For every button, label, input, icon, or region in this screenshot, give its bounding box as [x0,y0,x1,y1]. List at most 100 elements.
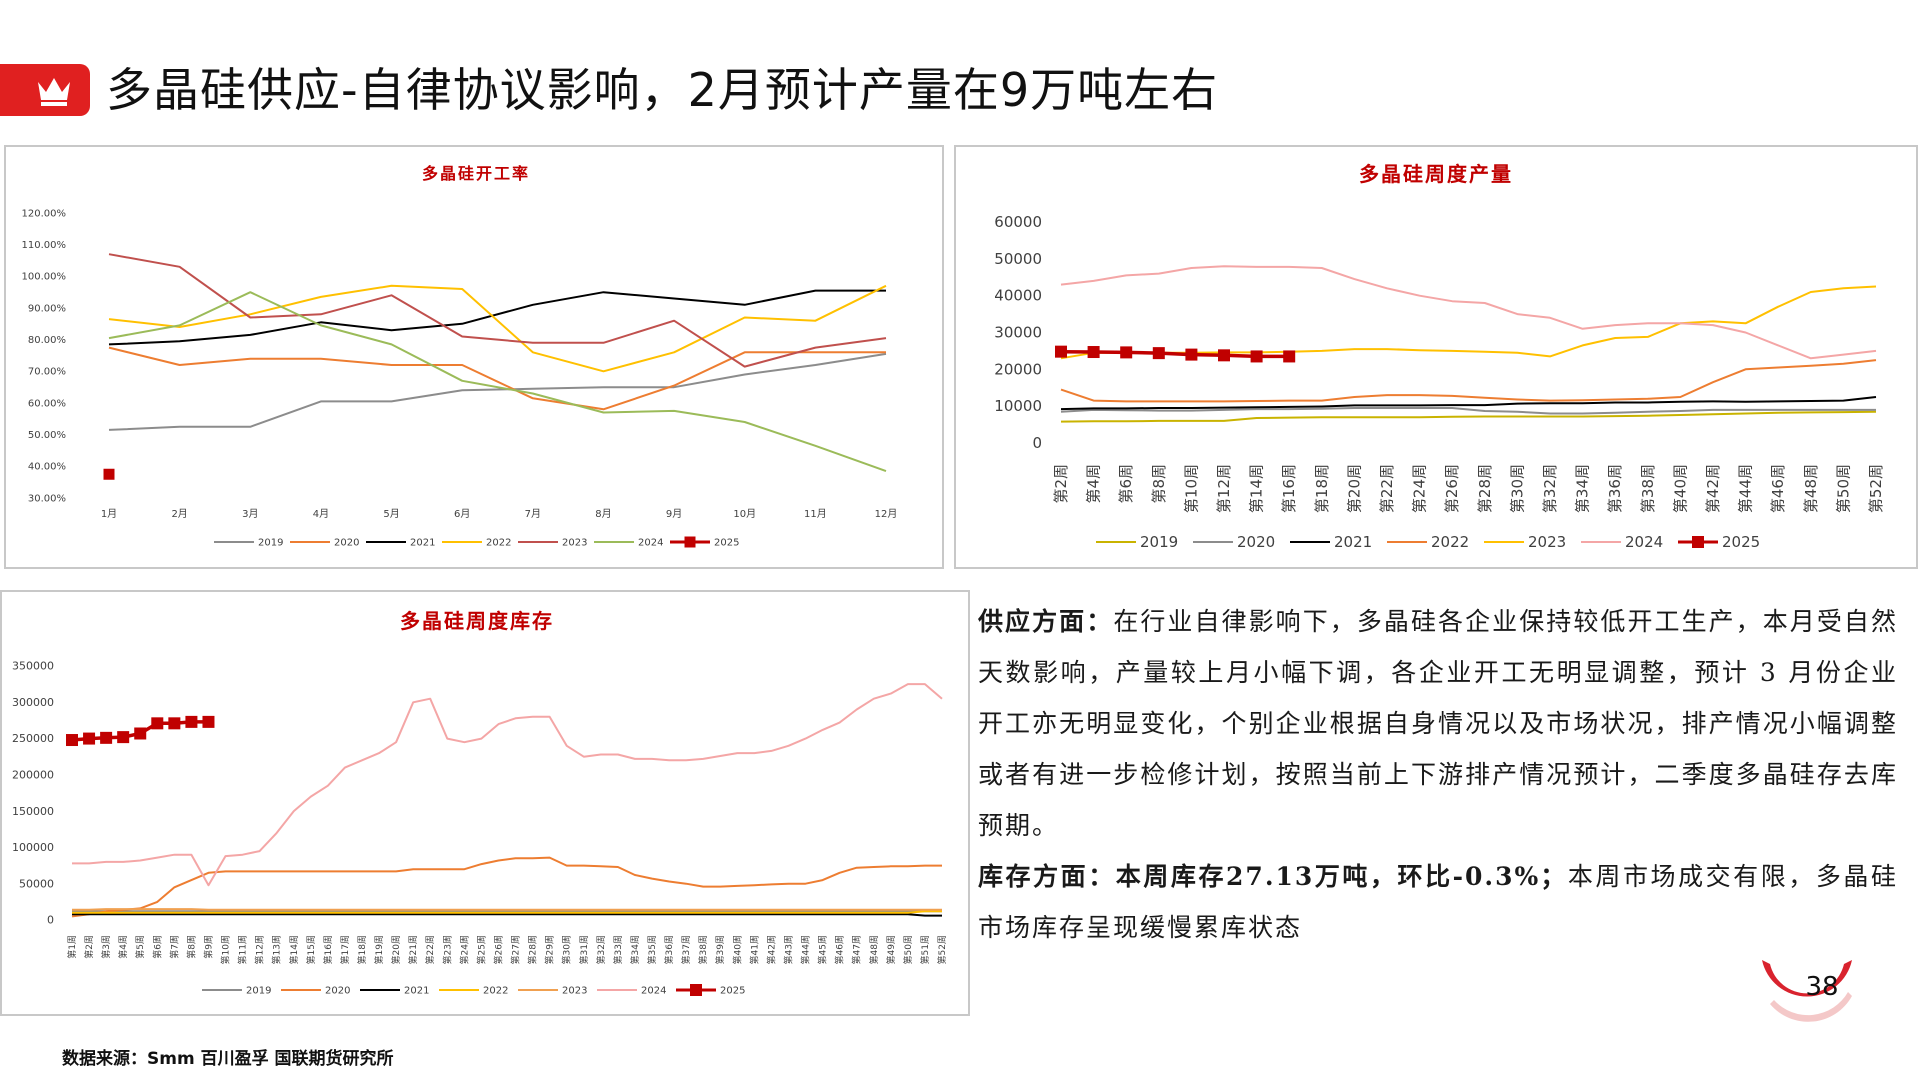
y-tick-label: 50.00% [28,430,66,441]
x-tick-label: 第39周 [714,935,726,964]
x-tick-label: 第46周 [1769,464,1787,513]
series-line-2022 [72,910,942,914]
x-tick-label: 7月 [525,508,541,520]
data-point-2025 [103,468,115,480]
supply-paragraph: 供应方面：在行业自律影响下，多晶硅各企业保持较低开工生产，本月受自然天数影响，产… [978,596,1898,851]
x-tick-label: 第33周 [612,935,624,964]
x-tick-label: 第42周 [765,935,777,964]
y-tick-label: 90.00% [28,303,66,314]
x-tick-label: 第40周 [731,935,743,964]
x-tick-label: 3月 [242,508,258,520]
x-tick-label: 第8周 [185,935,197,959]
inventory-label: 库存方面： [978,862,1116,891]
series-line-2021 [1060,396,1877,411]
x-tick-label: 第42周 [1704,464,1722,513]
data-point-2025 [117,731,130,744]
legend-label: 2025 [714,537,739,548]
y-tick-label: 200000 [12,769,54,782]
x-tick-label: 第24周 [1411,464,1429,513]
y-tick-label: 50000 [994,250,1042,268]
weekly-output-chart-panel: 多晶硅周度产量 60000 50000 40000 30000 20000 10000 0 第2… [954,145,1918,569]
y-tick-label: 350000 [12,660,54,673]
x-tick-label: 第24周 [458,935,470,964]
series-line-2021 [72,913,942,917]
x-tick-label: 第18周 [1313,464,1331,513]
legend-label: 2019 [258,537,283,548]
x-tick-label: 第13周 [271,935,283,964]
data-point-2025 [202,715,215,728]
legend-label: 2024 [641,985,666,996]
x-tick-label: 第23周 [441,935,453,964]
legend-label: 2021 [404,985,429,996]
data-point-2025 [83,732,96,745]
x-tick-label: 第47周 [851,935,863,964]
y-tick-label: 40000 [994,287,1042,305]
legend-label: 2024 [1625,533,1663,551]
x-tick-label: 第30周 [1508,464,1526,513]
x-tick-label: 第2周 [83,935,95,959]
data-point-2025 [185,715,198,728]
series-line-2019 [108,352,887,431]
x-tick-label: 11月 [804,508,827,520]
x-tick-label: 第44周 [800,935,812,964]
y-tick-label: 250000 [12,732,54,745]
supply-text: 在行业自律影响下，多晶硅各企业保持较低开工生产，本月受自然天数影响，产量较上月小… [978,607,1898,840]
x-tick-label: 第6周 [151,935,163,959]
x-tick-label: 第28周 [527,935,539,964]
data-point-2025 [1152,347,1165,360]
x-tick-label: 第4周 [1085,464,1103,504]
y-tick-label: 60.00% [28,398,66,409]
x-tick-label: 第20周 [390,935,402,964]
x-tick-label: 第41周 [748,935,760,964]
x-tick-label: 第25周 [475,935,487,964]
legend-label: 2021 [410,537,435,548]
legend-marker [690,984,702,996]
x-tick-label: 第48周 [1802,464,1820,513]
data-point-2025 [134,727,147,740]
y-tick-label: 110.00% [22,240,67,251]
x-tick-label: 第29周 [544,935,556,964]
series-line-2022 [108,284,887,373]
data-point-2025 [1055,345,1067,358]
legend-label: 2019 [246,985,271,996]
x-tick-label: 第44周 [1737,464,1755,513]
page-number-decoration [1762,960,1852,1022]
chart-title: 多晶硅周度产量 [1359,162,1513,186]
weekly-inventory-chart-panel: 多晶硅周度库存 350000 300000 250000 200000 150000 100… [0,590,970,1016]
x-tick-label: 第52周 [1867,464,1885,513]
series-line-2021 [108,289,886,346]
y-tick-label: 80.00% [28,335,66,346]
x-tick-label: 第8周 [1150,464,1168,504]
data-point-2025 [168,717,181,730]
legend-label: 2025 [1722,533,1760,551]
x-tick-label: 9月 [666,508,682,520]
data-point-2025 [100,731,113,744]
x-tick-label: 第22周 [424,935,436,964]
x-tick-label: 2月 [171,508,187,520]
x-tick-label: 第11周 [237,935,249,964]
x-tick-label: 第36周 [663,935,675,964]
series-line-2019 [1060,410,1877,423]
x-tick-label: 8月 [595,508,611,520]
x-tick-label: 12月 [875,508,898,520]
supply-label: 供应方面： [978,607,1114,636]
x-tick-label: 第6周 [1117,464,1135,504]
y-tick-label: 10000 [994,397,1042,415]
inventory-text: 本周市场成交有限，多晶硅市场库存呈现缓慢累库状态 [978,862,1898,942]
data-point-2025 [151,717,164,730]
y-tick-label: 40.00% [28,462,66,473]
data-point-2025 [1120,346,1133,359]
x-tick-label: 第15周 [305,935,317,964]
series-line-2020 [108,346,886,411]
legend-label: 2023 [562,985,587,996]
x-tick-label: 1月 [101,508,117,520]
page-number: 38 [1805,972,1839,1002]
x-tick-label: 第17周 [339,935,351,964]
series-line-2024 [72,683,943,887]
x-tick-label: 第21周 [407,935,419,964]
series-line-2020 [1060,407,1876,415]
utilization-chart-panel: 多晶硅开工率 120.00% 110.00% 100.00% 90.00% 80.00% 7… [4,145,944,569]
x-tick-label: 第26周 [492,935,504,964]
series-line-2020 [71,856,942,918]
y-tick-label: 30000 [994,324,1042,342]
